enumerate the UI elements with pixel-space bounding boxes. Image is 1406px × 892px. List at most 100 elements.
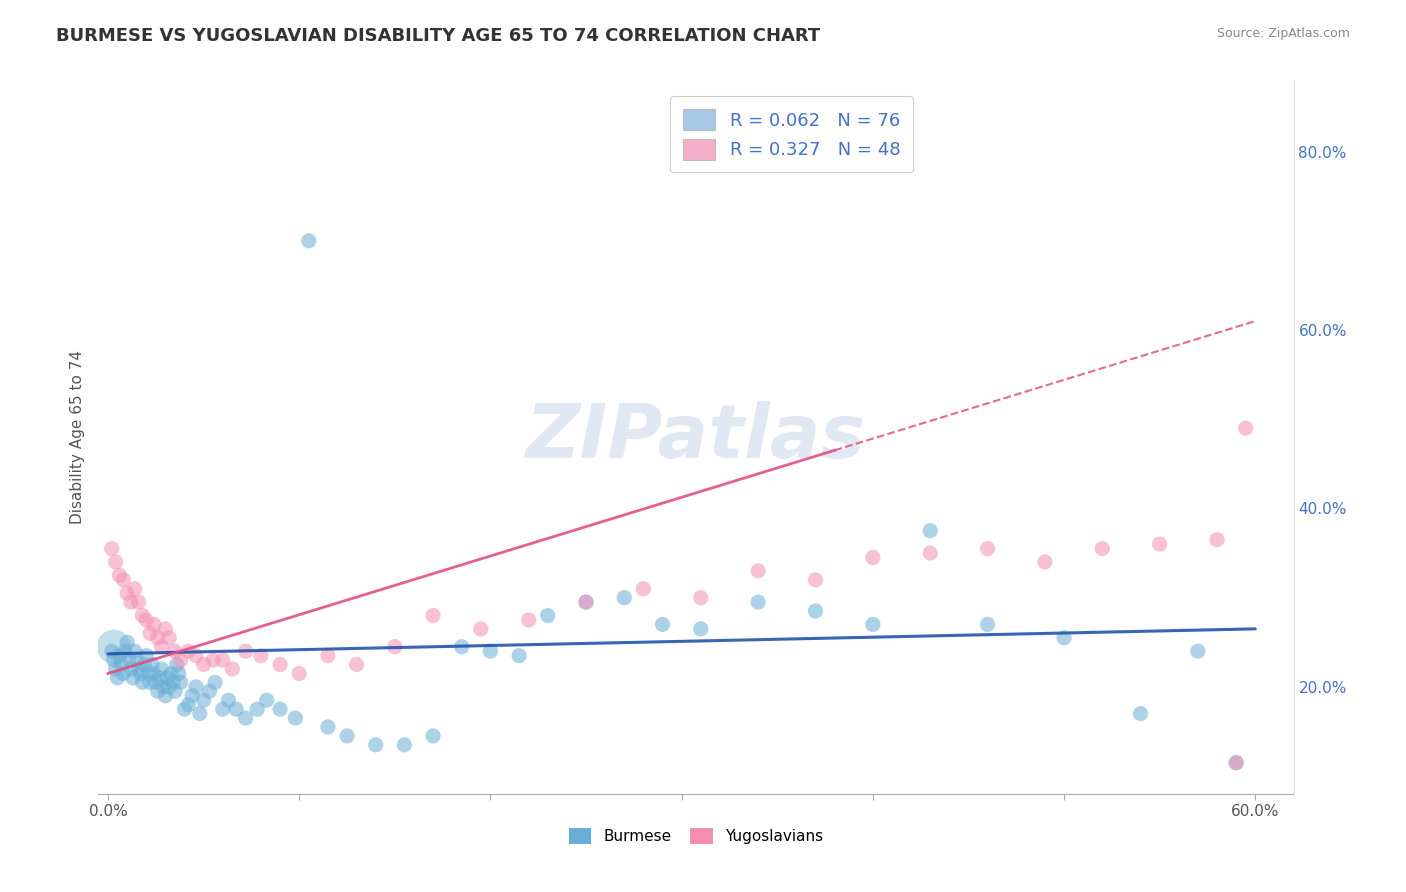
Text: ZIPatlas: ZIPatlas bbox=[526, 401, 866, 474]
Point bbox=[198, 684, 221, 698]
Point bbox=[184, 680, 207, 694]
Point bbox=[1187, 644, 1209, 658]
Point bbox=[139, 675, 162, 690]
Point bbox=[804, 604, 827, 618]
Point bbox=[101, 644, 124, 658]
Point bbox=[156, 671, 179, 685]
Point bbox=[131, 608, 153, 623]
Point bbox=[112, 666, 135, 681]
Point bbox=[149, 671, 172, 685]
Point bbox=[575, 595, 598, 609]
Point bbox=[142, 666, 165, 681]
Point bbox=[1129, 706, 1152, 721]
Point bbox=[169, 675, 191, 690]
Point bbox=[575, 595, 598, 609]
Point bbox=[450, 640, 472, 654]
Point bbox=[150, 662, 173, 676]
Point bbox=[181, 689, 204, 703]
Point bbox=[804, 573, 827, 587]
Point bbox=[920, 524, 942, 538]
Point bbox=[862, 617, 884, 632]
Point bbox=[129, 666, 152, 681]
Point bbox=[284, 711, 307, 725]
Point bbox=[336, 729, 359, 743]
Point bbox=[125, 653, 148, 667]
Point bbox=[613, 591, 636, 605]
Point bbox=[103, 653, 125, 667]
Point bbox=[121, 671, 143, 685]
Point bbox=[157, 631, 180, 645]
Point bbox=[479, 644, 502, 658]
Point bbox=[288, 666, 311, 681]
Point bbox=[124, 582, 146, 596]
Point bbox=[633, 582, 655, 596]
Point bbox=[422, 729, 444, 743]
Point bbox=[157, 680, 180, 694]
Point bbox=[188, 706, 211, 721]
Point bbox=[169, 653, 191, 667]
Point bbox=[651, 617, 673, 632]
Point bbox=[120, 595, 142, 609]
Point bbox=[246, 702, 269, 716]
Point bbox=[146, 631, 169, 645]
Point bbox=[202, 653, 225, 667]
Point bbox=[747, 595, 769, 609]
Point bbox=[146, 684, 169, 698]
Point bbox=[211, 653, 233, 667]
Point bbox=[141, 657, 163, 672]
Point bbox=[862, 550, 884, 565]
Point bbox=[131, 675, 153, 690]
Text: Source: ZipAtlas.com: Source: ZipAtlas.com bbox=[1216, 27, 1350, 40]
Point bbox=[108, 568, 131, 582]
Point bbox=[104, 555, 127, 569]
Point bbox=[124, 644, 146, 658]
Point bbox=[155, 622, 177, 636]
Point bbox=[128, 662, 150, 676]
Point bbox=[250, 648, 273, 663]
Point bbox=[1225, 756, 1247, 770]
Point bbox=[107, 671, 129, 685]
Point bbox=[269, 657, 291, 672]
Point bbox=[470, 622, 492, 636]
Point bbox=[135, 648, 157, 663]
Point bbox=[1053, 631, 1076, 645]
Point bbox=[193, 657, 215, 672]
Point bbox=[115, 635, 138, 649]
Point bbox=[422, 608, 444, 623]
Point bbox=[167, 666, 190, 681]
Point bbox=[134, 657, 156, 672]
Point bbox=[101, 541, 124, 556]
Point bbox=[177, 698, 200, 712]
Point bbox=[1091, 541, 1114, 556]
Point bbox=[225, 702, 247, 716]
Point bbox=[160, 666, 183, 681]
Point bbox=[298, 234, 321, 248]
Point bbox=[177, 644, 200, 658]
Point bbox=[162, 675, 184, 690]
Point bbox=[135, 613, 157, 627]
Point bbox=[976, 541, 998, 556]
Point bbox=[1206, 533, 1229, 547]
Point bbox=[1225, 756, 1247, 770]
Point bbox=[747, 564, 769, 578]
Point bbox=[537, 608, 560, 623]
Point bbox=[1033, 555, 1056, 569]
Point bbox=[120, 662, 142, 676]
Point bbox=[269, 702, 291, 716]
Point bbox=[173, 702, 195, 716]
Point bbox=[346, 657, 368, 672]
Point bbox=[221, 662, 243, 676]
Point bbox=[976, 617, 998, 632]
Point bbox=[166, 657, 188, 672]
Point bbox=[110, 657, 132, 672]
Point bbox=[152, 680, 174, 694]
Point bbox=[145, 675, 167, 690]
Point bbox=[115, 586, 138, 600]
Point bbox=[316, 648, 339, 663]
Point bbox=[108, 648, 131, 663]
Point bbox=[920, 546, 942, 560]
Point bbox=[155, 689, 177, 703]
Point bbox=[316, 720, 339, 734]
Point bbox=[256, 693, 278, 707]
Point bbox=[517, 613, 540, 627]
